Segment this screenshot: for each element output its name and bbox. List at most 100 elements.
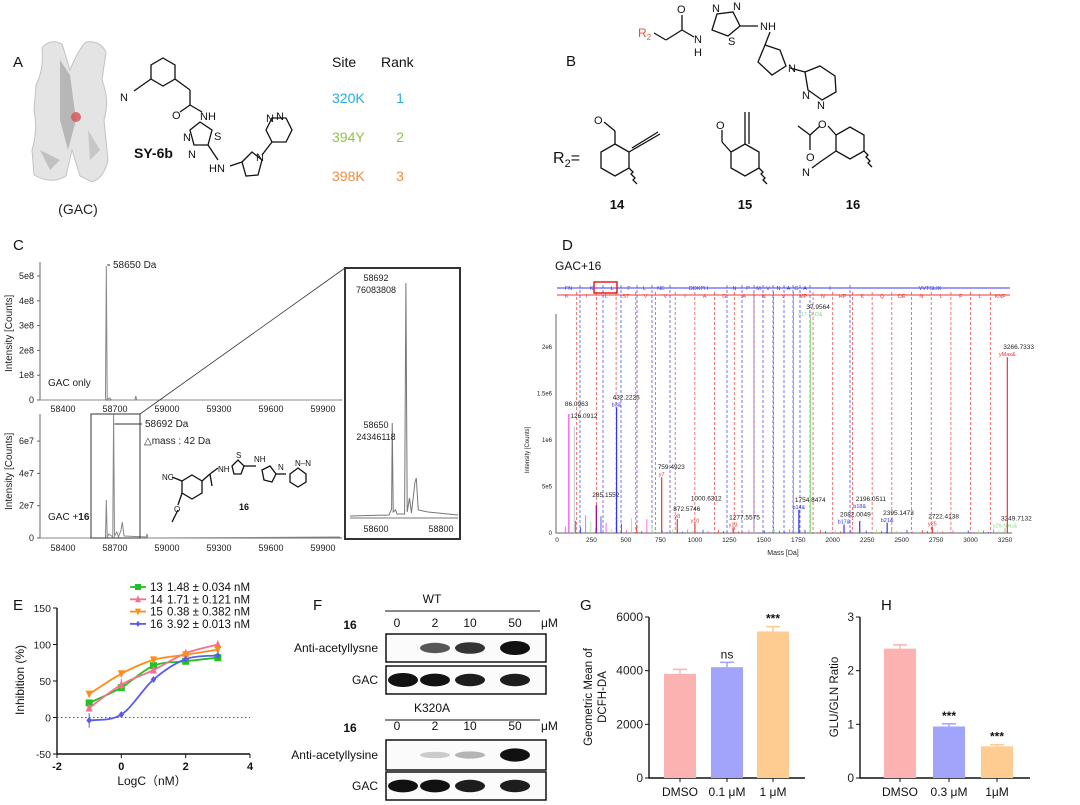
x-tick-label: 1750 [791, 537, 806, 544]
peak-mass-label: 2196.0511 [856, 496, 887, 503]
atom-label: HN [209, 163, 225, 175]
peak-mass-label: 1277.5575 [729, 514, 760, 521]
b-ion-residue: A [803, 286, 807, 292]
concentration-label: 10 [463, 719, 477, 733]
y-ion-residue: DE [898, 294, 906, 300]
x-tick-label: 59300 [206, 543, 231, 553]
peak-ion-label: yMax& [999, 352, 1016, 358]
compound-label-16: 16 [846, 197, 860, 212]
b-ion-residue: FN [565, 286, 572, 292]
g-ylabel-line2: DCFH-DA [597, 671, 609, 723]
inset-frame [344, 267, 461, 540]
protein-band [455, 673, 485, 687]
legend-series-name: 16 [150, 619, 163, 631]
x-tick-label: 59000 [154, 404, 179, 414]
zoom-region-box [90, 413, 141, 539]
protein-band [455, 751, 485, 759]
atom-label: O [818, 119, 827, 131]
y-tick-label: 5e8 [19, 271, 34, 281]
x-tick-label: 0 [118, 761, 124, 773]
atom-label: O [594, 115, 603, 127]
peak-mass-label: 759.4923 [658, 464, 685, 471]
protein-band [500, 673, 530, 687]
data-point [150, 676, 157, 684]
concentration-label: 2 [432, 616, 439, 630]
data-point [214, 640, 222, 648]
peak-ion-label: y25 [928, 521, 937, 527]
protein-band [420, 779, 450, 793]
b-ion-residue: NE [657, 286, 665, 292]
d-ylabel: Intensity [Counts] [525, 426, 531, 473]
x-tick-label: 1μM [985, 785, 1009, 799]
y-tick-label: 2e6 [542, 345, 553, 351]
zoom-connector [139, 267, 346, 415]
y-ion-residue: L [979, 294, 982, 300]
panel-label-e: E [13, 597, 23, 614]
rank-label: 2 [396, 129, 404, 145]
peak-ion-label: b17& [838, 520, 851, 526]
peak-mass-label: 3266.7333 [1003, 344, 1034, 351]
y-ion-residue: A [742, 294, 746, 300]
legend-ic50: 3.92 ± 0.013 nM [167, 619, 250, 631]
site-rank-table: 320K 1 394Y 2 398K 3 [332, 90, 404, 184]
x-tick-label: 59900 [310, 543, 335, 553]
y-ion-residue: KNF [995, 294, 1007, 300]
data-point [85, 703, 93, 712]
x-tick-label: 1500 [757, 537, 772, 544]
c-bottom-ylabel: Intensity [Counts] [4, 433, 15, 510]
x-tick-label: 1250 [722, 537, 737, 544]
data-point [150, 665, 157, 674]
significance-label: *** [766, 612, 780, 626]
data-point [135, 620, 141, 627]
concentration-label: 10 [463, 616, 477, 630]
y-tick-label: 1.5e6 [537, 392, 553, 398]
y-ion-residue: V [782, 294, 786, 300]
g-ylabel-line1: Geometric Mean of [583, 647, 595, 746]
x-tick-label: 0.3 μM [931, 785, 968, 799]
atom-label: O [174, 505, 180, 514]
y-tick-label: 3e8 [19, 321, 34, 331]
x-tick-label: 0 [555, 537, 559, 544]
atom-label: N [276, 111, 284, 123]
panel-label-b: B [566, 53, 576, 70]
atom-label: S [214, 131, 221, 143]
protein-band [500, 641, 530, 655]
peak-mass-label: 872.5746 [673, 506, 700, 513]
peak-mass-label: 285.1552 [592, 492, 619, 499]
protein-band [420, 642, 450, 654]
protein-band [500, 748, 530, 762]
inset-peak1-intensity: 76083808 [356, 285, 396, 295]
inset-x-tick-label: 58800 [428, 524, 453, 534]
concentration-label: 0 [394, 719, 401, 733]
x-tick-label: 59600 [258, 404, 283, 414]
x-tick-label: 2 [183, 761, 189, 773]
atom-label: O [716, 120, 725, 132]
significance-label: *** [990, 730, 1004, 744]
atom-label: S [236, 451, 241, 460]
data-point [85, 690, 93, 699]
mass-spectrum-panel: 0 1e8 2e8 3e8 4e8 5e8 58400 58700 59000 59300 5960… [19, 262, 461, 553]
x-tick-label: DMSO [662, 785, 698, 799]
x-tick-label: 58400 [50, 543, 75, 553]
glu-gln-bar-chart: 0 1 2 3 DMSO 0.3 μM *** 1μM *** [847, 610, 1030, 799]
atom-label: NH [760, 21, 776, 33]
bar [981, 746, 1013, 778]
inset-peak1-mass: 58692 [363, 273, 388, 283]
concentration-label: 0 [394, 616, 401, 630]
y-tick-label: 2 [847, 664, 854, 678]
y-tick-label: 2e7 [19, 501, 34, 511]
panel-label-f: F [313, 597, 322, 614]
x-tick-label: -2 [52, 761, 62, 773]
protein-band [455, 642, 485, 654]
d-xlabel: Mass [Da] [767, 550, 799, 557]
y-ion-residue: N [821, 294, 825, 300]
western-blot-panel: WT 16 0 2 10 50 μM Anti-acetyllysne GAC K320A 16 0 2… [291, 592, 558, 801]
inset-spectrum-trace [349, 282, 459, 517]
bar [711, 667, 743, 778]
data-point [117, 670, 125, 679]
x-tick-label: 59600 [258, 543, 283, 553]
y-tick-label: 0 [29, 395, 34, 405]
compound-16-structure-inset: NC O NH S NH N N–N [162, 451, 311, 523]
atom-label: N–N [295, 459, 311, 468]
y-tick-label: -50 [36, 749, 51, 761]
